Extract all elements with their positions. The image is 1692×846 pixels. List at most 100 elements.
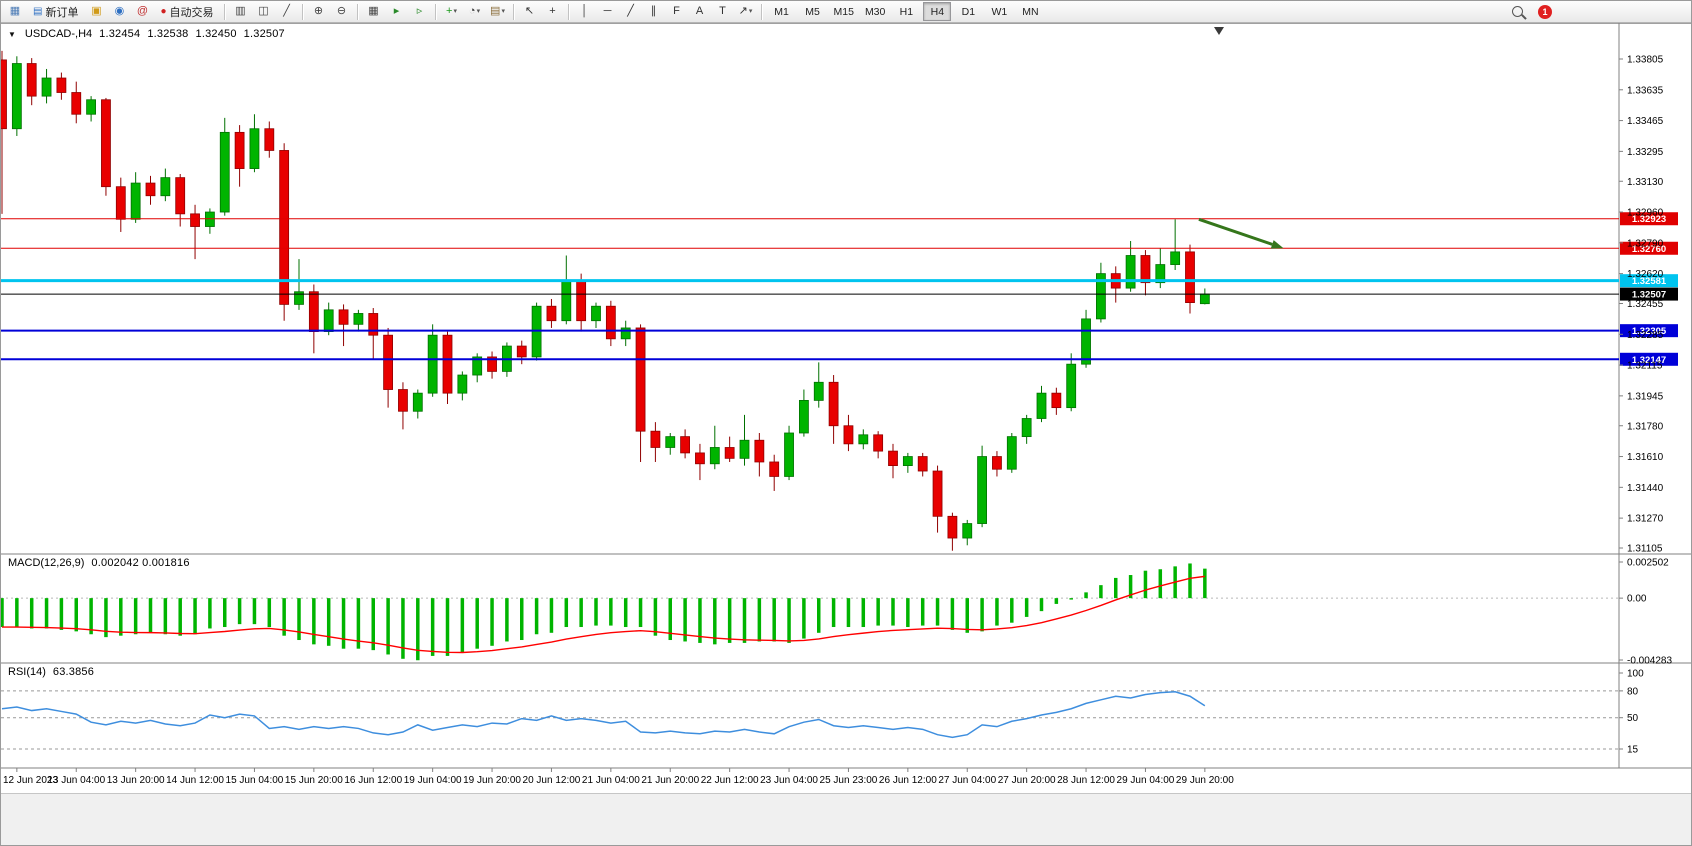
profile-icon[interactable]: ◉ [108, 2, 130, 22]
timeframe-button-h4[interactable]: H4 [923, 2, 952, 21]
svg-text:27 Jun 04:00: 27 Jun 04:00 [938, 775, 996, 786]
svg-text:1.31780: 1.31780 [1627, 421, 1664, 432]
timeframe-button-w1[interactable]: W1 [991, 5, 1008, 18]
timeframe-button-m5[interactable]: M5 [805, 5, 820, 18]
timeframe-button-m30[interactable]: M30 [864, 5, 886, 18]
svg-text:1.32507: 1.32507 [1632, 290, 1666, 301]
svg-text:1.31610: 1.31610 [1627, 452, 1664, 463]
toolbar-separator [760, 3, 763, 20]
toolbar-separator [434, 3, 437, 20]
autotrading-icon: ● [160, 6, 167, 17]
chevron-down-icon: ▾ [748, 8, 753, 15]
bottom-strip [1, 793, 1691, 845]
vertical-line-icon[interactable]: │ [574, 2, 596, 22]
svg-text:50: 50 [1627, 713, 1639, 724]
fibonacci-icon: F [673, 5, 680, 17]
mql5-community-icon: ▣ [91, 5, 102, 17]
rsi-indicator-name: RSI(14) [8, 666, 46, 678]
text-icon[interactable]: A [689, 2, 711, 22]
cursor-icon[interactable]: ↖ [519, 2, 541, 22]
symbol-dropdown-arrow[interactable]: ▼ [8, 30, 16, 39]
svg-text:12 Jun 2023: 12 Jun 2023 [3, 775, 58, 786]
macd-indicator-values: 0.002042 0.001816 [91, 557, 190, 569]
fibonacci-icon[interactable]: F [666, 2, 688, 22]
mql5-community-icon[interactable]: ▣ [85, 2, 107, 22]
ohlc-low: 1.32450 [195, 28, 237, 40]
svg-text:1.32923: 1.32923 [1632, 214, 1666, 225]
line-chart-icon: ╱ [283, 5, 290, 17]
pane-separator-rsi[interactable] [1, 658, 1691, 666]
bar-chart-icon: ▥ [235, 5, 246, 17]
svg-text:13 Jun 20:00: 13 Jun 20:00 [107, 775, 165, 786]
indicators-icon[interactable]: + ▾ [441, 2, 463, 22]
svg-text:1.32305: 1.32305 [1632, 326, 1667, 337]
arrows-icon[interactable]: ↗ ▾ [735, 2, 757, 22]
notification-badge[interactable]: 1 [1538, 4, 1552, 19]
svg-text:100: 100 [1627, 669, 1644, 680]
svg-text:15: 15 [1627, 745, 1639, 756]
tile-windows-icon[interactable]: ▦ [363, 2, 385, 22]
periods-icon[interactable]: ◔ ▾ [464, 2, 486, 22]
timeframe-button-h1[interactable]: H1 [899, 5, 914, 18]
chevron-down-icon: ▾ [476, 8, 481, 15]
svg-text:16 Jun 12:00: 16 Jun 12:00 [344, 775, 402, 786]
candlestick-chart-icon: ◫ [258, 5, 269, 17]
horizontal-line-icon: ─ [603, 5, 612, 17]
toolbar-separator [356, 3, 359, 20]
zoom-out-icon: ⊖ [336, 5, 347, 17]
chart-window: 1.32923 1.32760 1.32581 1.32507 1.32305 1.321… [1, 23, 1692, 846]
metaquotes-icon[interactable]: @ [131, 2, 153, 22]
timeframe-button-d1[interactable]: D1 [961, 5, 976, 18]
equidistant-channel-icon[interactable]: ∥ [643, 2, 665, 22]
svg-text:1.32620: 1.32620 [1627, 269, 1664, 280]
macd-pane-label: MACD(12,26,9) 0.002042 0.001816 [8, 557, 190, 569]
pane-separator-macd[interactable] [1, 549, 1691, 557]
svg-text:1.33805: 1.33805 [1627, 55, 1664, 66]
text-label-icon[interactable]: T [712, 2, 734, 22]
chart-shift-icon[interactable]: ▹ [409, 2, 431, 22]
new-chart-icon[interactable]: ▦ [4, 2, 26, 22]
svg-text:20 Jun 12:00: 20 Jun 12:00 [523, 775, 581, 786]
toolbar-separator [567, 3, 570, 20]
ohlc-open: 1.32454 [99, 28, 141, 40]
zoom-in-icon[interactable]: ⊕ [308, 2, 330, 22]
chart-canvas[interactable]: 1.32923 1.32760 1.32581 1.32507 1.32305 1.321… [1, 23, 1692, 846]
chart-shift-icon: ▹ [416, 5, 423, 17]
auto-scroll-icon[interactable]: ▸ [386, 2, 408, 22]
svg-text:1.31945: 1.31945 [1627, 391, 1664, 402]
svg-text:1.33295: 1.33295 [1627, 147, 1664, 158]
svg-text:1.33130: 1.33130 [1627, 177, 1664, 188]
svg-text:29 Jun 04:00: 29 Jun 04:00 [1117, 775, 1175, 786]
autotrading-button[interactable]: ● 自动交易 [154, 2, 219, 22]
equidistant-channel-icon: ∥ [650, 5, 657, 17]
trendline-icon[interactable]: ╱ [620, 2, 642, 22]
search-icon[interactable] [1506, 2, 1528, 22]
time-axis[interactable] [1, 768, 1619, 790]
horizontal-line-icon[interactable]: ─ [597, 2, 619, 22]
zoom-out-icon[interactable]: ⊖ [331, 2, 353, 22]
candlestick-chart-icon[interactable]: ◫ [253, 2, 275, 22]
svg-text:1.32790: 1.32790 [1627, 238, 1664, 249]
chevron-down-icon: ▾ [501, 8, 505, 15]
svg-text:1.32455: 1.32455 [1627, 299, 1664, 310]
bar-chart-icon[interactable]: ▥ [230, 2, 252, 22]
chevron-down-icon: ▾ [453, 8, 457, 15]
new-order-button-label: 新订单 [45, 6, 79, 19]
templates-icon[interactable]: ▤ ▾ [487, 2, 509, 22]
svg-text:29 Jun 20:00: 29 Jun 20:00 [1176, 775, 1234, 786]
svg-text:23 Jun 04:00: 23 Jun 04:00 [760, 775, 818, 786]
line-chart-icon[interactable]: ╱ [276, 2, 298, 22]
svg-text:80: 80 [1627, 686, 1639, 697]
crosshair-icon[interactable]: + [542, 2, 564, 22]
templates-icon: ▤ [490, 5, 501, 17]
profile-icon: ◉ [114, 5, 125, 17]
ohlc-close: 1.32507 [243, 28, 285, 40]
timeframe-button-mn[interactable]: MN [1022, 5, 1039, 18]
timeframe-button-m15[interactable]: M15 [833, 5, 854, 18]
timeframe-button-m1[interactable]: M1 [774, 5, 789, 18]
svg-text:13 Jun 04:00: 13 Jun 04:00 [47, 775, 105, 786]
price-scale[interactable] [1619, 23, 1691, 768]
new-order-button[interactable]: ▤ 新订单 [27, 2, 84, 22]
svg-text:1.32760: 1.32760 [1632, 244, 1666, 255]
